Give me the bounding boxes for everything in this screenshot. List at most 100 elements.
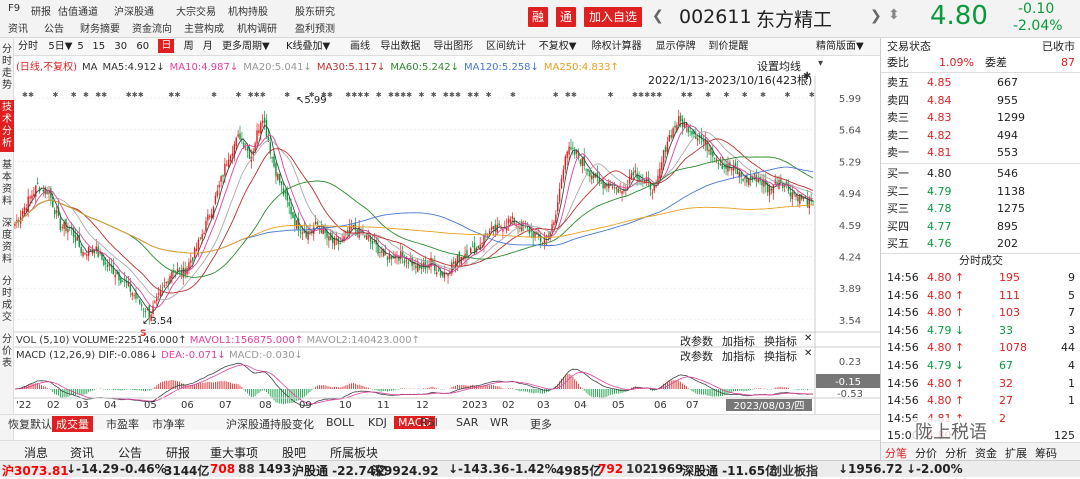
indicator-tab[interactable]: 市盈率 (106, 416, 139, 432)
info-tab[interactable]: 研报 (166, 444, 190, 461)
candle-body (190, 261, 191, 263)
nav-item[interactable]: 股东研究 (295, 3, 335, 18)
order-book-row[interactable]: 卖五 4.85 667 (881, 74, 1080, 92)
period-item[interactable]: 15 (92, 40, 105, 54)
vol-change-param[interactable]: 改参数 (680, 333, 713, 349)
indicator-tab[interactable]: SAR (456, 416, 478, 429)
period-item[interactable]: K线叠加▼ (286, 40, 330, 54)
level-volume: 553 (997, 144, 1018, 162)
period-item[interactable]: 更多周期▼ (222, 40, 270, 54)
left-tab[interactable]: 技术分析 (0, 100, 14, 152)
macd-change-param[interactable]: 改参数 (680, 348, 713, 364)
indicator-tab[interactable]: 更多 (530, 416, 552, 432)
nav-item[interactable]: F9 (8, 3, 20, 14)
vol-add-indicator[interactable]: 加指标 (722, 333, 755, 349)
left-tab[interactable]: 分价表 (0, 332, 14, 372)
add-watchlist-button[interactable]: 加入自选 (584, 7, 642, 27)
period-item[interactable]: 画线 (350, 40, 370, 54)
tong-badge[interactable]: 通 (556, 7, 576, 27)
nav-item[interactable]: 财务摘要 (80, 20, 120, 35)
period-item[interactable]: 分时 (18, 40, 38, 54)
simple-layout-toggle[interactable]: 精简版面▼ (816, 40, 864, 54)
candle-body (209, 216, 210, 217)
nav-item[interactable]: 研报 (31, 3, 51, 18)
vol-close-icon[interactable]: ✕ (804, 333, 812, 344)
order-book-row[interactable]: 卖二 4.82 494 (881, 127, 1080, 145)
macd-add-indicator[interactable]: 加指标 (722, 348, 755, 364)
period-item[interactable]: 60 (136, 40, 149, 54)
order-book-row[interactable]: 买五 4.76 202 (881, 235, 1080, 253)
expand-icon[interactable]: ⬍ (888, 7, 900, 23)
nav-item[interactable]: 沪深股通 (114, 3, 154, 18)
left-tab[interactable]: 分时成交 (0, 274, 14, 326)
info-tab[interactable]: 公告 (118, 444, 142, 461)
tick-price: 4.80 ↑ (927, 375, 964, 393)
order-book-row[interactable]: 卖三 4.83 1299 (881, 109, 1080, 127)
panel-tab[interactable]: 扩展 (1005, 445, 1027, 461)
order-book-row[interactable]: 买一 4.80 546 (881, 165, 1080, 183)
period-item[interactable]: 除权计算器 (592, 40, 642, 54)
tick-time: 14:56 (887, 304, 919, 322)
left-tab[interactable]: 深度资料 (0, 216, 14, 268)
indicator-tab[interactable]: 成交量 (52, 416, 93, 432)
panel-tab[interactable]: 分析 (945, 445, 967, 461)
indicator-tab[interactable]: KDJ (368, 416, 387, 429)
x-tick-label: 12 (416, 400, 429, 411)
nav-item[interactable]: 估值通道 (58, 3, 98, 18)
indicator-tab[interactable]: RSI (420, 416, 438, 429)
panel-tab[interactable]: 分价 (915, 445, 937, 461)
info-tab[interactable]: 消息 (24, 444, 48, 461)
period-item[interactable]: 5 (77, 40, 83, 54)
order-book-row[interactable]: 买二 4.79 1138 (881, 183, 1080, 201)
event-marker: ✱ (608, 91, 614, 99)
order-book-row[interactable]: 卖四 4.84 955 (881, 92, 1080, 110)
period-item[interactable]: 不复权▼ (539, 40, 577, 54)
nav-item[interactable]: 公告 (44, 20, 64, 35)
info-tab[interactable]: 股吧 (282, 444, 306, 461)
event-marker: ✱ (126, 91, 132, 99)
order-book-row[interactable]: 卖一 4.81 553 (881, 144, 1080, 162)
candle-body (296, 220, 297, 228)
period-item[interactable]: 周 (184, 40, 194, 54)
period-item[interactable]: 30 (114, 40, 127, 54)
indicator-tab[interactable]: 恢复默认 (8, 416, 52, 432)
nav-item[interactable]: 资讯 (8, 20, 28, 35)
period-item[interactable]: 区间统计 (486, 40, 526, 54)
nav-item[interactable]: 资金流向 (132, 20, 172, 35)
order-book-row[interactable]: 买三 4.78 1275 (881, 200, 1080, 218)
period-item[interactable]: 月 (203, 40, 213, 54)
period-item[interactable]: 导出图形 (433, 40, 473, 54)
info-tab[interactable]: 所属板块 (330, 444, 378, 461)
info-tab[interactable]: 重大事项 (210, 444, 258, 461)
candle-body (133, 295, 134, 296)
left-tab[interactable]: 基本资料 (0, 158, 14, 210)
event-marker: ✱ (236, 91, 242, 99)
indicator-tab[interactable]: 沪深股通持股变化 (226, 416, 314, 432)
indicator-tab[interactable]: WR (490, 416, 509, 429)
nav-item[interactable]: 机构持股 (228, 3, 268, 18)
indicator-tab[interactable]: 市净率 (152, 416, 185, 432)
order-book-row[interactable]: 买四 4.77 895 (881, 218, 1080, 236)
nav-item[interactable]: 盈利预测 (295, 20, 335, 35)
candle-body (166, 282, 167, 283)
left-tab[interactable]: 分时走势 (0, 42, 14, 94)
period-item[interactable]: 5日▼ (48, 40, 72, 54)
next-stock-icon[interactable]: ❯ (870, 8, 882, 24)
period-item[interactable]: 显示停牌 (656, 40, 696, 54)
macd-close-icon[interactable]: ✕ (804, 348, 812, 359)
period-item[interactable]: 到价提醒 (708, 40, 748, 54)
info-tab[interactable]: 资讯 (70, 444, 94, 461)
panel-tab[interactable]: 筹码 (1035, 445, 1057, 461)
panel-tab[interactable]: 资金 (975, 445, 997, 461)
nav-item[interactable]: 机构调研 (237, 20, 277, 35)
rong-badge[interactable]: 融 (528, 7, 548, 27)
indicator-tab[interactable]: BOLL (326, 416, 354, 429)
period-item[interactable]: 导出数据 (380, 40, 420, 54)
macd-swap-indicator[interactable]: 换指标 (764, 348, 797, 364)
nav-item[interactable]: 主营构成 (184, 20, 224, 35)
panel-tab[interactable]: 分笔 (885, 445, 907, 461)
period-item[interactable]: 日 (158, 39, 174, 53)
prev-stock-icon[interactable]: ❮ (652, 8, 664, 24)
vol-swap-indicator[interactable]: 换指标 (764, 333, 797, 349)
nav-item[interactable]: 大宗交易 (176, 3, 216, 18)
